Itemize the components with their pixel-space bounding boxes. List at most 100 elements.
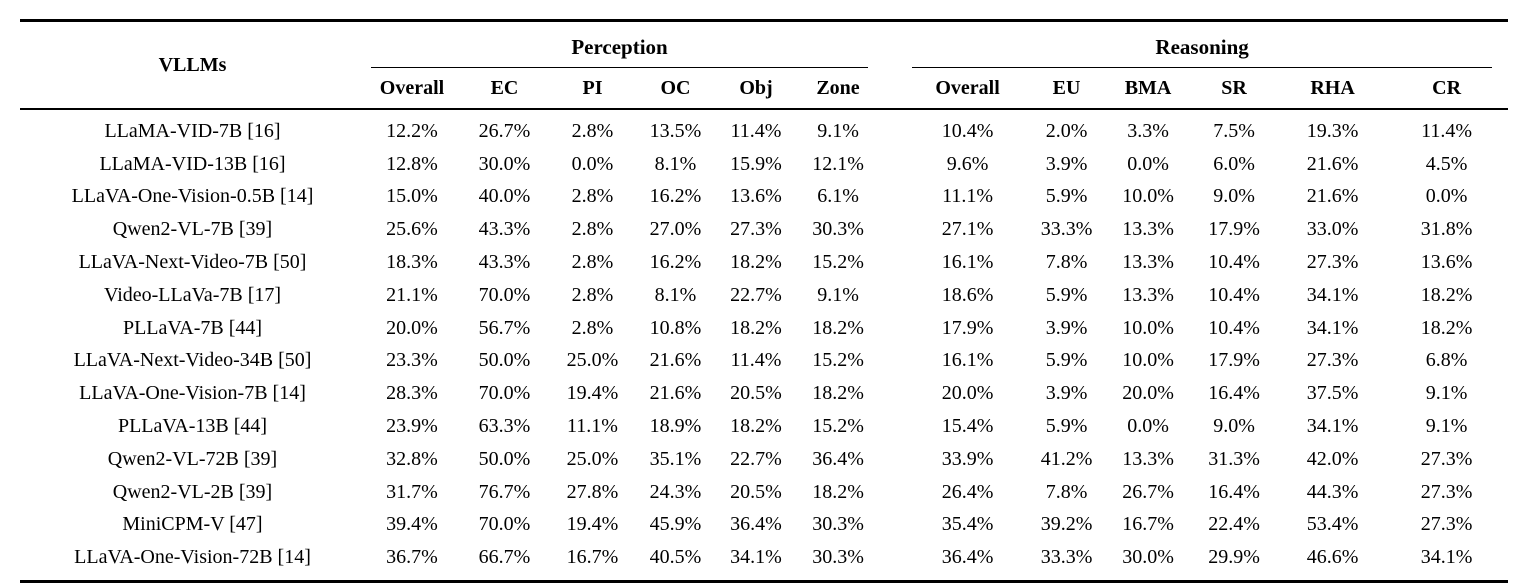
score-cell: 27.3% [730, 218, 782, 241]
group-gap-spacer [880, 181, 910, 214]
col-header-perception-pi: PI [550, 68, 635, 110]
table-wrap: VLLMs Perception Reasoning Overall EC PI… [20, 19, 1509, 584]
group-gap-spacer [880, 213, 910, 246]
score-cell: 26.7% [478, 119, 531, 142]
score-cell: 27.0% [649, 218, 702, 241]
score-cell: 2.8% [571, 185, 614, 208]
group-header-reasoning: Reasoning [910, 20, 1509, 68]
score-cell: 33.0% [1306, 218, 1359, 241]
score-cell: 15.2% [812, 415, 864, 438]
col-header-perception-overall: Overall [365, 68, 459, 110]
table-row: PLLaVA-13B [44] 23.9% 63.3% 11.1% 18.9% 18.2%… [20, 410, 1508, 443]
score-cell: 36.4% [812, 447, 864, 470]
table-row: LLaVA-One-Vision-0.5B [14] 15.0% 40.0% 2.8%… [20, 181, 1508, 214]
score-cell: 4.5% [1425, 152, 1468, 175]
score-cell: 16.2% [649, 185, 702, 208]
score-cell: 45.9% [649, 513, 702, 536]
score-cell: 18.2% [730, 415, 782, 438]
score-cell: 33.3% [1040, 218, 1093, 241]
score-cell: 7.5% [1213, 119, 1255, 142]
group-header-row: VLLMs Perception Reasoning [20, 20, 1509, 110]
score-cell: 10.8% [649, 316, 702, 339]
score-cell: 3.3% [1127, 119, 1169, 142]
score-cell: 11.4% [1421, 119, 1473, 142]
score-cell: 5.9% [1045, 349, 1088, 372]
score-cell: 34.1% [1306, 283, 1359, 306]
score-cell: 34.1% [1306, 415, 1359, 438]
score-cell: 26.7% [1122, 480, 1174, 503]
model-name-cell: Qwen2-VL-2B [39] [112, 480, 273, 503]
group-gap-spacer [880, 246, 910, 279]
score-cell: 8.1% [654, 152, 697, 175]
score-cell: 2.8% [571, 283, 614, 306]
score-cell: 43.3% [478, 218, 531, 241]
score-cell: 21.6% [649, 382, 702, 405]
score-cell: 70.0% [478, 283, 531, 306]
score-cell: 10.0% [1122, 185, 1174, 208]
score-cell: 10.4% [1208, 283, 1260, 306]
score-cell: 22.7% [730, 447, 782, 470]
score-cell: 11.1% [567, 415, 618, 438]
score-cell: 0.0% [1127, 152, 1169, 175]
score-cell: 12.2% [386, 119, 438, 142]
score-cell: 9.6% [946, 152, 989, 175]
score-cell: 28.3% [386, 382, 438, 405]
score-cell: 11.4% [730, 119, 782, 142]
score-cell: 15.2% [812, 349, 864, 372]
group-gap-spacer [880, 541, 910, 581]
table-row: Qwen2-VL-72B [39] 32.8% 50.0% 25.0% 35.1% 22.… [20, 443, 1508, 476]
score-cell: 10.0% [1122, 349, 1174, 372]
score-cell: 21.6% [649, 349, 702, 372]
score-cell: 0.0% [1425, 185, 1468, 208]
column-header-row: Overall EC PI OC Obj Zone Overall EU BMA… [20, 68, 1509, 110]
score-cell: 30.0% [478, 152, 531, 175]
model-name-cell: Video-LLaVa-7B [17] [103, 283, 282, 306]
score-cell: 34.1% [1420, 546, 1473, 569]
col-header-perception-ec: EC [459, 68, 550, 110]
score-cell: 30.3% [812, 546, 864, 569]
table-row: MiniCPM-V [47] 39.4% 70.0% 19.4% 45.9% 36.4% 3… [20, 509, 1508, 542]
score-cell: 13.6% [730, 185, 782, 208]
score-cell: 7.8% [1045, 480, 1088, 503]
score-cell: 9.1% [1425, 382, 1468, 405]
col-header-reasoning-overall: Overall [910, 68, 1026, 110]
score-cell: 34.1% [730, 546, 782, 569]
score-cell: 25.6% [386, 218, 438, 241]
model-name-cell: LLaMA-VID-13B [16] [99, 152, 286, 175]
score-cell: 23.9% [386, 415, 438, 438]
group-gap-spacer [880, 279, 910, 312]
score-cell: 22.7% [730, 283, 782, 306]
score-cell: 13.5% [649, 119, 702, 142]
score-cell: 31.7% [386, 480, 438, 503]
score-cell: 24.3% [649, 480, 702, 503]
table-row: LLaVA-Next-Video-34B [50] 23.3% 50.0% 25.0%… [20, 345, 1508, 378]
score-cell: 27.3% [1420, 513, 1473, 536]
score-cell: 19.4% [566, 382, 619, 405]
score-cell: 22.4% [1208, 513, 1260, 536]
model-name-cell: PLLaVA-7B [44] [122, 316, 263, 339]
group-gap-spacer [880, 509, 910, 542]
score-cell: 13.6% [1420, 251, 1473, 274]
score-cell: 13.3% [1122, 251, 1174, 274]
score-cell: 70.0% [478, 513, 531, 536]
score-cell: 10.0% [1122, 316, 1174, 339]
group-gap-spacer [880, 377, 910, 410]
score-cell: 2.8% [571, 316, 614, 339]
score-cell: 37.5% [1306, 382, 1359, 405]
results-table: VLLMs Perception Reasoning Overall EC PI… [20, 19, 1509, 584]
score-cell: 12.8% [386, 152, 438, 175]
table-row: LLaMA-VID-13B [16] 12.8% 30.0% 0.0% 8.1% 15.9… [20, 148, 1508, 181]
score-cell: 5.9% [1045, 283, 1088, 306]
score-cell: 39.4% [386, 513, 438, 536]
score-cell: 15.4% [941, 415, 994, 438]
score-cell: 18.3% [386, 251, 438, 274]
score-cell: 31.8% [1420, 218, 1473, 241]
score-cell: 36.4% [730, 513, 782, 536]
model-name-cell: LLaVA-One-Vision-0.5B [14] [71, 185, 314, 208]
score-cell: 18.6% [941, 283, 994, 306]
col-header-vllms: VLLMs [20, 20, 365, 110]
group-gap-spacer [880, 312, 910, 345]
group-header-perception: Perception [365, 20, 881, 68]
score-cell: 15.0% [386, 185, 438, 208]
score-cell: 9.1% [817, 119, 859, 142]
